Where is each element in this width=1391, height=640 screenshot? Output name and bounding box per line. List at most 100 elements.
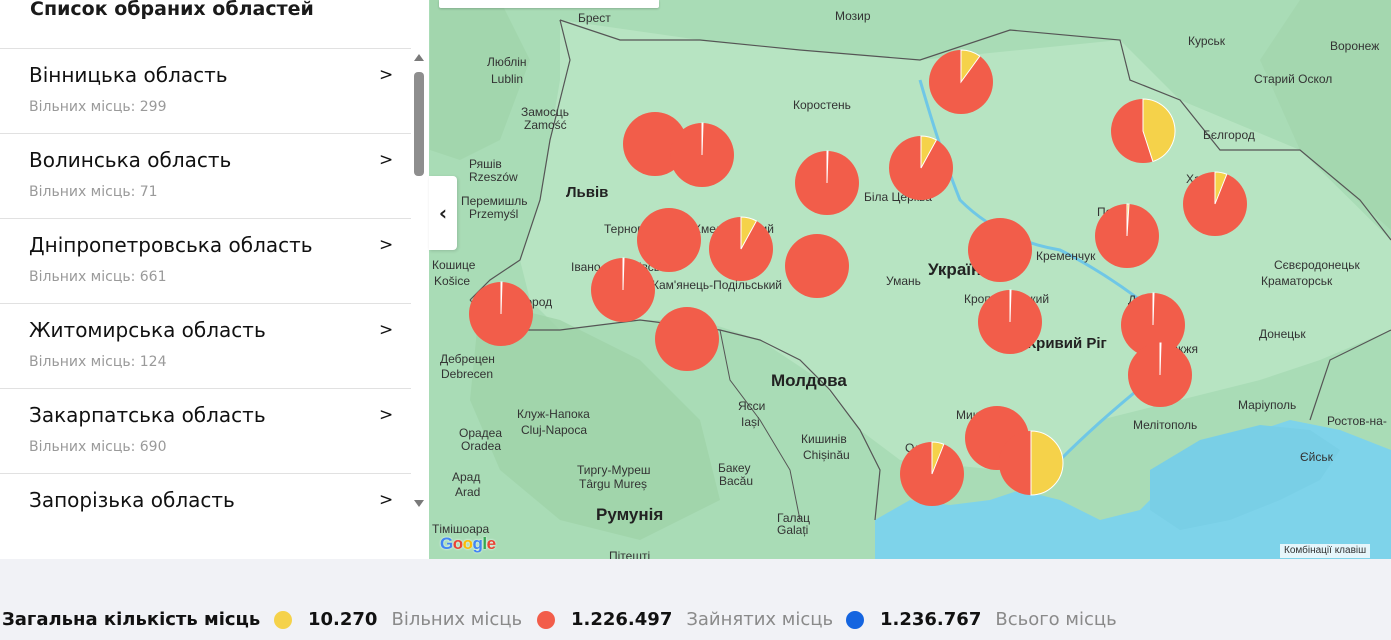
map-label: Краматорськ	[1261, 274, 1333, 288]
total-dot-icon	[846, 610, 864, 629]
region-pie-marker[interactable]	[900, 441, 964, 506]
keyboard-shortcuts-link[interactable]: Комбінації клавіш	[1280, 544, 1371, 558]
map-label: Тиргу-Муреш	[577, 463, 651, 477]
region-free-seats: Вільних місць: 661	[29, 269, 167, 285]
map-label: Košice	[434, 274, 470, 288]
region-pie-marker[interactable]	[795, 150, 859, 215]
free-slice	[500, 281, 503, 315]
region-pie-marker[interactable]	[1128, 342, 1192, 407]
region-name: Закарпатська область	[29, 403, 266, 427]
collapse-sidebar-button[interactable]: ‹	[429, 176, 457, 250]
map-label: Пітешті	[609, 549, 650, 559]
region-list-item[interactable]: Закарпатська область Вільних місць: 690 >	[0, 388, 411, 473]
region-free-seats: Вільних місць: 690	[29, 439, 167, 455]
map-label: Старий Оскол	[1254, 72, 1332, 86]
map-label: Мозир	[835, 9, 871, 23]
map-label: Ростов-на-	[1327, 414, 1387, 428]
region-pie-marker[interactable]	[469, 281, 533, 346]
region-pie-marker[interactable]	[1183, 171, 1247, 236]
map-label: Кишинів	[801, 432, 847, 446]
map-label: Коростень	[793, 98, 851, 112]
region-name: Волинська область	[29, 148, 232, 172]
map-label: Ряшів	[469, 157, 502, 171]
map-label: Бакеу	[718, 461, 750, 475]
free-slice	[960, 49, 981, 84]
map-label: Арад	[452, 470, 480, 484]
map-label: Кам'янець-Подільський	[652, 278, 782, 292]
region-list-item[interactable]: Дніпропетровська область Вільних місць: 6…	[0, 218, 411, 303]
region-list-item[interactable]: Волинська область Вільних місць: 71 >	[0, 133, 411, 218]
scrollbar-thumb[interactable]	[414, 72, 424, 176]
map-label: Маріуполь	[1238, 398, 1296, 412]
map-label: Zamość	[524, 118, 567, 132]
northern-border	[559, 19, 1391, 241]
map-label: Chișinău	[803, 448, 850, 462]
sidebar: Список обраних областей Вінницька област…	[0, 0, 429, 559]
eastern-border	[1309, 329, 1391, 421]
scrollbar[interactable]	[411, 52, 427, 512]
region-list-item[interactable]: Вінницька область Вільних місць: 299 >	[0, 48, 411, 133]
sea-of-azov	[1150, 425, 1340, 530]
map-label: Галац	[777, 511, 810, 525]
russia-area	[1260, 0, 1391, 230]
map-label: Клуж-Напока	[517, 407, 590, 421]
region-pie-marker[interactable]	[1095, 203, 1159, 268]
region-pie-marker[interactable]	[968, 218, 1032, 282]
map-label: Сєвєродонецьк	[1274, 258, 1360, 272]
region-pie-marker[interactable]	[889, 135, 953, 200]
total-value: 1.236.767	[880, 609, 982, 630]
map-label: Rzeszów	[469, 170, 518, 184]
region-pie-marker[interactable]	[929, 49, 993, 114]
free-slice	[740, 216, 758, 250]
chevron-right-icon: >	[379, 320, 394, 340]
scroll-down-arrow-icon[interactable]	[414, 500, 424, 507]
free-slice	[1126, 203, 1130, 237]
free-label: Вільних місць	[391, 609, 523, 630]
region-pie-marker[interactable]	[978, 289, 1042, 354]
free-slice	[931, 441, 945, 475]
region-list-item[interactable]: Житомирська область Вільних місць: 124 >	[0, 303, 411, 388]
poland-area	[430, 0, 530, 160]
free-slice	[1030, 430, 1064, 496]
free-slice	[701, 122, 704, 156]
region-pie-marker[interactable]	[1111, 98, 1176, 163]
map-label: Румунія	[596, 505, 663, 524]
map-label: Молдова	[771, 371, 847, 390]
region-pie-marker[interactable]	[999, 430, 1064, 496]
legend-occupied: 1.226.497 Зайнятих місць	[537, 609, 833, 630]
map-label: Орадеа	[459, 426, 502, 440]
region-pie-marker[interactable]	[1121, 292, 1185, 357]
map[interactable]: Брест Мозир Люблін Lublin Замосць Zamość Корос…	[429, 0, 1391, 559]
occupied-slice	[785, 234, 849, 298]
map-label: Iași	[741, 415, 760, 429]
chevron-right-icon: >	[379, 150, 394, 170]
carpathian-area	[470, 300, 720, 540]
region-pie-marker[interactable]	[591, 257, 655, 322]
region-pie-marker[interactable]	[670, 122, 734, 187]
scroll-up-arrow-icon[interactable]	[414, 54, 424, 61]
legend-title: Загальна кількість місць	[2, 609, 261, 630]
occupied-value: 1.226.497	[571, 609, 673, 630]
free-slice	[920, 135, 938, 169]
region-pie-marker[interactable]	[655, 307, 719, 371]
region-list-item[interactable]: Запорізька область >	[0, 473, 411, 558]
region-pie-marker[interactable]	[709, 216, 773, 281]
map-search-box[interactable]	[439, 0, 659, 8]
map-label: Кременчук	[1036, 249, 1096, 263]
region-name: Дніпропетровська область	[29, 233, 313, 257]
moldova-border	[719, 329, 801, 521]
map-label: Замосць	[521, 105, 569, 119]
map-label: Cluj-Napoca	[521, 423, 587, 437]
region-pie-marker[interactable]	[637, 208, 701, 272]
region-pie-marker[interactable]	[785, 234, 849, 298]
southwestern-border	[469, 299, 881, 521]
free-slice	[826, 150, 829, 184]
free-slice	[1009, 289, 1012, 323]
map-label: Lublin	[491, 72, 523, 86]
map-label: Умань	[886, 274, 921, 288]
western-border	[469, 19, 571, 301]
map-label: Курськ	[1188, 34, 1226, 48]
